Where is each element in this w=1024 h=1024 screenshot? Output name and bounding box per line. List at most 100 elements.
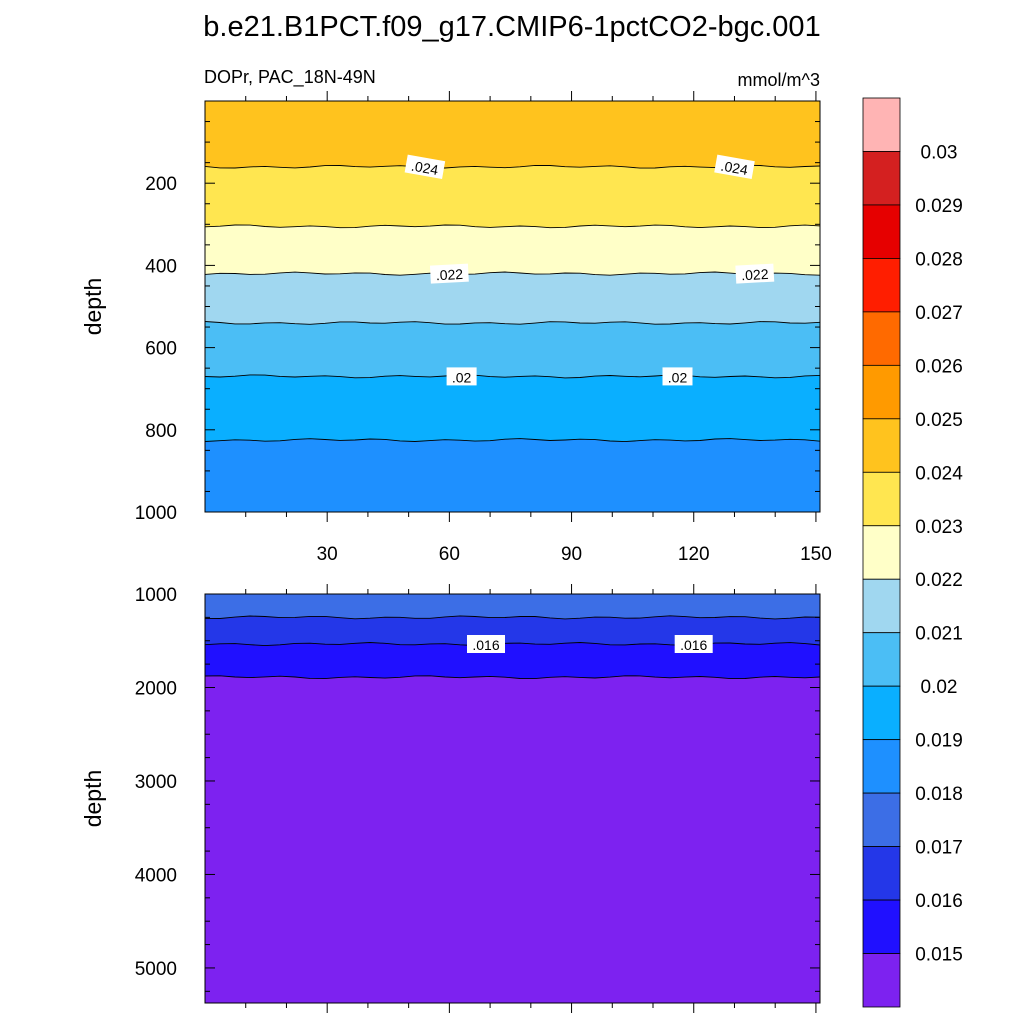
contour-band-0.016-0.017 (205, 615, 820, 646)
y-tick-label: 200 (145, 174, 177, 195)
colorbar: 0.03 0.029 0.028 0.027 0.026 0.025 0.024 0.023 0… (862, 97, 963, 1008)
contour-band-0.022-0.023 (205, 225, 820, 276)
colorbar-label: 0.025 (915, 410, 963, 431)
colorbar-box-0.029-0.03 (862, 151, 901, 206)
y-tick-label: 1000 (135, 503, 177, 524)
contour-label-box (714, 154, 755, 179)
contour-label: .022 (435, 266, 463, 283)
contour-label-box (446, 367, 477, 386)
y-tick-label: 1000 (135, 585, 177, 606)
colorbar-label: 0.018 (915, 784, 963, 805)
contour-label-box (662, 367, 693, 386)
contour-label-box (404, 154, 446, 179)
contour-label: .022 (741, 266, 769, 283)
y-axis-label: depth (80, 278, 106, 336)
contour-line-0.019 (204, 438, 821, 443)
y-axis-label: depth (80, 770, 106, 828)
contour-band-0.024-0.025 (205, 101, 820, 169)
contour-line-0.02 (204, 374, 821, 379)
contour-label-box (467, 635, 505, 653)
units-label: mmol/m^3 (738, 70, 820, 90)
x-tick-label: 90 (561, 544, 582, 565)
contour-line-0.022 (204, 271, 821, 276)
colorbar-box-0.017-0.018 (862, 792, 901, 847)
colorbar-label: 0.021 (915, 624, 963, 645)
lower-contour-panel: .016 .016 1000 2000 3000 4000 5000 depth (80, 584, 821, 1013)
colorbar-label: 0.019 (915, 731, 963, 752)
contour-label: .02 (668, 369, 688, 385)
contour-line-0.015 (204, 675, 821, 680)
colorbar-box-0.022-0.023 (862, 525, 901, 580)
y-tick-label: 600 (145, 339, 177, 360)
colorbar-label: 0.026 (915, 356, 963, 377)
y-tick-label: 400 (145, 256, 177, 277)
contour-label: .02 (452, 369, 472, 385)
y-tick-label: 2000 (135, 678, 177, 699)
colorbar-box-0.015-0.016 (862, 899, 901, 954)
colorbar-box-0.019-0.020 (862, 685, 901, 741)
contour-label-box (674, 635, 713, 653)
contour-label-group: .024 (404, 154, 446, 179)
contour-band-0.019-0.020 (205, 374, 820, 442)
contour-line-0.023 (204, 224, 821, 229)
colorbar-box-0.020-0.021 (862, 632, 901, 687)
x-tick-label: 120 (678, 544, 710, 565)
contour-band-0.015-0.016 (205, 642, 820, 679)
x-tick-label: 150 (800, 544, 832, 565)
contour-band-<0.015 (205, 675, 820, 1003)
colorbar-box-0.021-0.022 (862, 578, 901, 634)
colorbar-box-0.026-0.027 (862, 311, 901, 366)
colorbar-box-0.027-0.028 (862, 258, 901, 313)
contour-band-0.020-0.021 (205, 321, 820, 378)
contour-band-0.017-0.018 (205, 594, 820, 619)
y-tick-label: 3000 (135, 772, 177, 793)
colorbar-label: 0.016 (915, 891, 963, 912)
contour-band-0.018-0.019 (205, 438, 820, 512)
colorbar-box->0.03 (862, 97, 901, 152)
contour-label: .016 (472, 637, 499, 653)
y-tick-label: 800 (145, 421, 177, 442)
contour-label-group: .024 (714, 154, 755, 179)
colorbar-box-0.016-0.017 (862, 846, 901, 901)
variable-region-label: DOPr, PAC_18N-49N (204, 67, 376, 88)
colorbar-label: 0.03 (921, 142, 958, 163)
x-tick-label: 30 (317, 544, 338, 565)
colorbar-label: 0.02 (921, 677, 958, 698)
colorbar-box-0.025-0.026 (862, 364, 901, 420)
contour-band-0.023-0.024 (205, 165, 820, 228)
colorbar-label: 0.029 (915, 196, 963, 217)
plot-frame (204, 593, 821, 1004)
contour-line-0.021 (204, 321, 821, 325)
contour-label: .024 (410, 158, 440, 179)
contour-label-group: .02 (662, 367, 693, 386)
contour-label: .024 (720, 158, 750, 179)
x-tick-label: 60 (439, 544, 460, 565)
contour-label-box (735, 263, 775, 284)
y-tick-label: 4000 (135, 865, 177, 886)
contour-line-0.016 (204, 642, 821, 647)
figure-title: b.e21.B1PCT.f09_g17.CMIP6-1pctCO2-bgc.00… (203, 11, 820, 43)
colorbar-box-0.024-0.025 (862, 418, 901, 473)
contour-label-group: .016 (467, 635, 505, 653)
y-tick-label: 5000 (135, 959, 177, 980)
contour-label-group: .022 (429, 263, 469, 284)
contour-label: .016 (680, 637, 707, 653)
colorbar-label: 0.017 (915, 838, 963, 859)
colorbar-box-0.018-0.019 (862, 739, 901, 794)
contour-label-box (429, 263, 469, 284)
colorbar-box-0.023-0.024 (862, 471, 901, 527)
colorbar-label: 0.023 (915, 517, 963, 538)
colorbar-label: 0.028 (915, 249, 963, 270)
contour-label-group: .022 (735, 263, 775, 284)
contour-line-0.017 (204, 615, 821, 620)
contour-label-group: .02 (446, 367, 477, 386)
colorbar-label: 0.024 (915, 463, 963, 484)
upper-contour-panel: .024 .024 .022 .022 .02 .02 200 400 600 800 1000 30… (80, 91, 832, 565)
contour-band-0.021-0.022 (205, 272, 820, 325)
colorbar-label: 0.022 (915, 570, 963, 591)
colorbar-label: 0.027 (915, 303, 963, 324)
colorbar-box-0.028-0.029 (862, 204, 901, 259)
colorbar-label: 0.015 (915, 945, 963, 966)
colorbar-box-<0.015 (862, 953, 901, 1008)
